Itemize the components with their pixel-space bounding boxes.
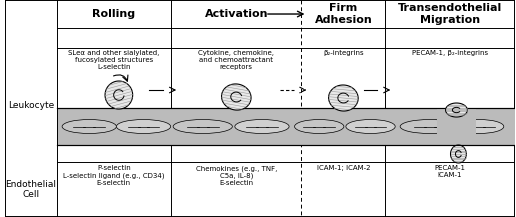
Polygon shape (105, 81, 133, 109)
Text: Leukocyte: Leukocyte (8, 100, 54, 110)
Text: SLeα and other sialylated,
fucosylated structures
L-selectin: SLeα and other sialylated, fucosylated s… (68, 50, 159, 70)
Ellipse shape (173, 120, 232, 133)
Text: β₂-integrins: β₂-integrins (323, 50, 364, 56)
Polygon shape (446, 103, 467, 117)
Ellipse shape (400, 120, 459, 133)
Polygon shape (450, 145, 466, 163)
Ellipse shape (346, 120, 395, 133)
Text: ICAM-1; ICAM-2: ICAM-1; ICAM-2 (317, 165, 370, 171)
Text: Cytokine, chemokine,
and chemoattractant
receptors: Cytokine, chemokine, and chemoattractant… (198, 50, 275, 70)
Polygon shape (329, 85, 358, 111)
Bar (57, 108, 514, 145)
Text: Activation: Activation (204, 9, 268, 19)
Text: Transendothelial
Migration: Transendothelial Migration (398, 3, 502, 25)
Text: Endothelial
Cell: Endothelial Cell (6, 180, 57, 199)
Ellipse shape (117, 120, 171, 133)
Text: P-selectin
L-selectin ligand (e.g., CD34)
E-selectin: P-selectin L-selectin ligand (e.g., CD34… (63, 165, 165, 186)
Text: Chemokines (e.g., TNF,
C5a, IL-8)
E-selectin: Chemokines (e.g., TNF, C5a, IL-8) E-sele… (196, 165, 277, 186)
Polygon shape (221, 84, 251, 110)
Text: PECAM-1
ICAM-1: PECAM-1 ICAM-1 (434, 165, 465, 178)
Text: Rolling: Rolling (92, 9, 136, 19)
Ellipse shape (295, 120, 344, 133)
Text: Firm
Adhesion: Firm Adhesion (315, 3, 372, 25)
Ellipse shape (235, 120, 289, 133)
Text: PECAM-1, β₂-integrins: PECAM-1, β₂-integrins (412, 50, 488, 56)
Ellipse shape (455, 120, 504, 133)
Bar (437, 109, 476, 144)
Ellipse shape (62, 120, 117, 133)
